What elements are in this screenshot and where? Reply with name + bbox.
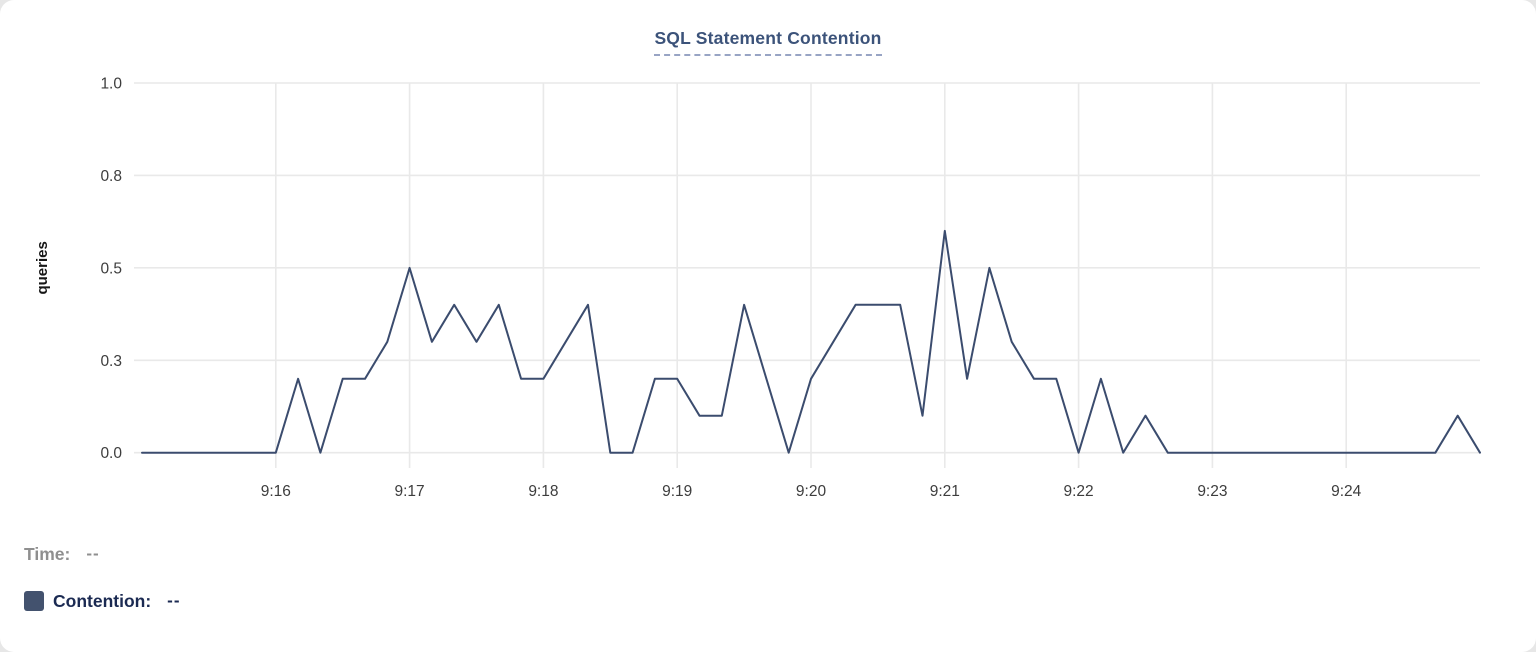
contention-label: Contention: [53, 590, 152, 611]
x-tick-label: 9:19 [662, 483, 692, 500]
x-tick-label: 9:22 [1064, 483, 1094, 500]
y-tick-label: 0.3 [100, 353, 122, 370]
y-tick-label: 1.0 [100, 76, 122, 93]
x-tick-label: 9:20 [796, 483, 827, 500]
contention-value: -- [167, 591, 181, 610]
y-axis-title: queries [34, 241, 51, 294]
chart-axis-labels: 9:16 9:17 9:18 9:19 9:20 9:21 9:22 9:23 9:24 0.0 0… [100, 76, 1361, 501]
chart-gridlines [134, 82, 1480, 468]
y-tick-label: 0.0 [100, 445, 122, 462]
contention-line-chart[interactable]: 9:16 9:17 9:18 9:19 9:20 9:21 9:22 9:23 9:24 0.0 0… [0, 0, 1536, 520]
x-tick-label: 9:18 [528, 483, 558, 500]
x-tick-label: 9:24 [1331, 483, 1362, 500]
x-tick-label: 9:16 [261, 483, 291, 500]
legend-contention-row: Contention: -- [24, 588, 181, 614]
time-label: Time: [24, 543, 71, 564]
y-tick-label: 0.5 [100, 260, 122, 277]
contention-series-line [141, 229, 1481, 454]
legend-time-row: Time: -- [24, 541, 181, 567]
x-tick-label: 9:21 [930, 483, 960, 500]
x-tick-label: 9:17 [395, 483, 425, 500]
contention-series-swatch [24, 591, 44, 611]
x-tick-label: 9:23 [1197, 483, 1227, 500]
chart-title[interactable]: SQL Statement Contention [654, 28, 882, 56]
time-value: -- [86, 544, 100, 563]
chart-header: SQL Statement Contention [0, 28, 1536, 56]
y-tick-label: 0.8 [100, 168, 122, 185]
chart-legend: Time: -- Contention: -- [24, 541, 181, 614]
